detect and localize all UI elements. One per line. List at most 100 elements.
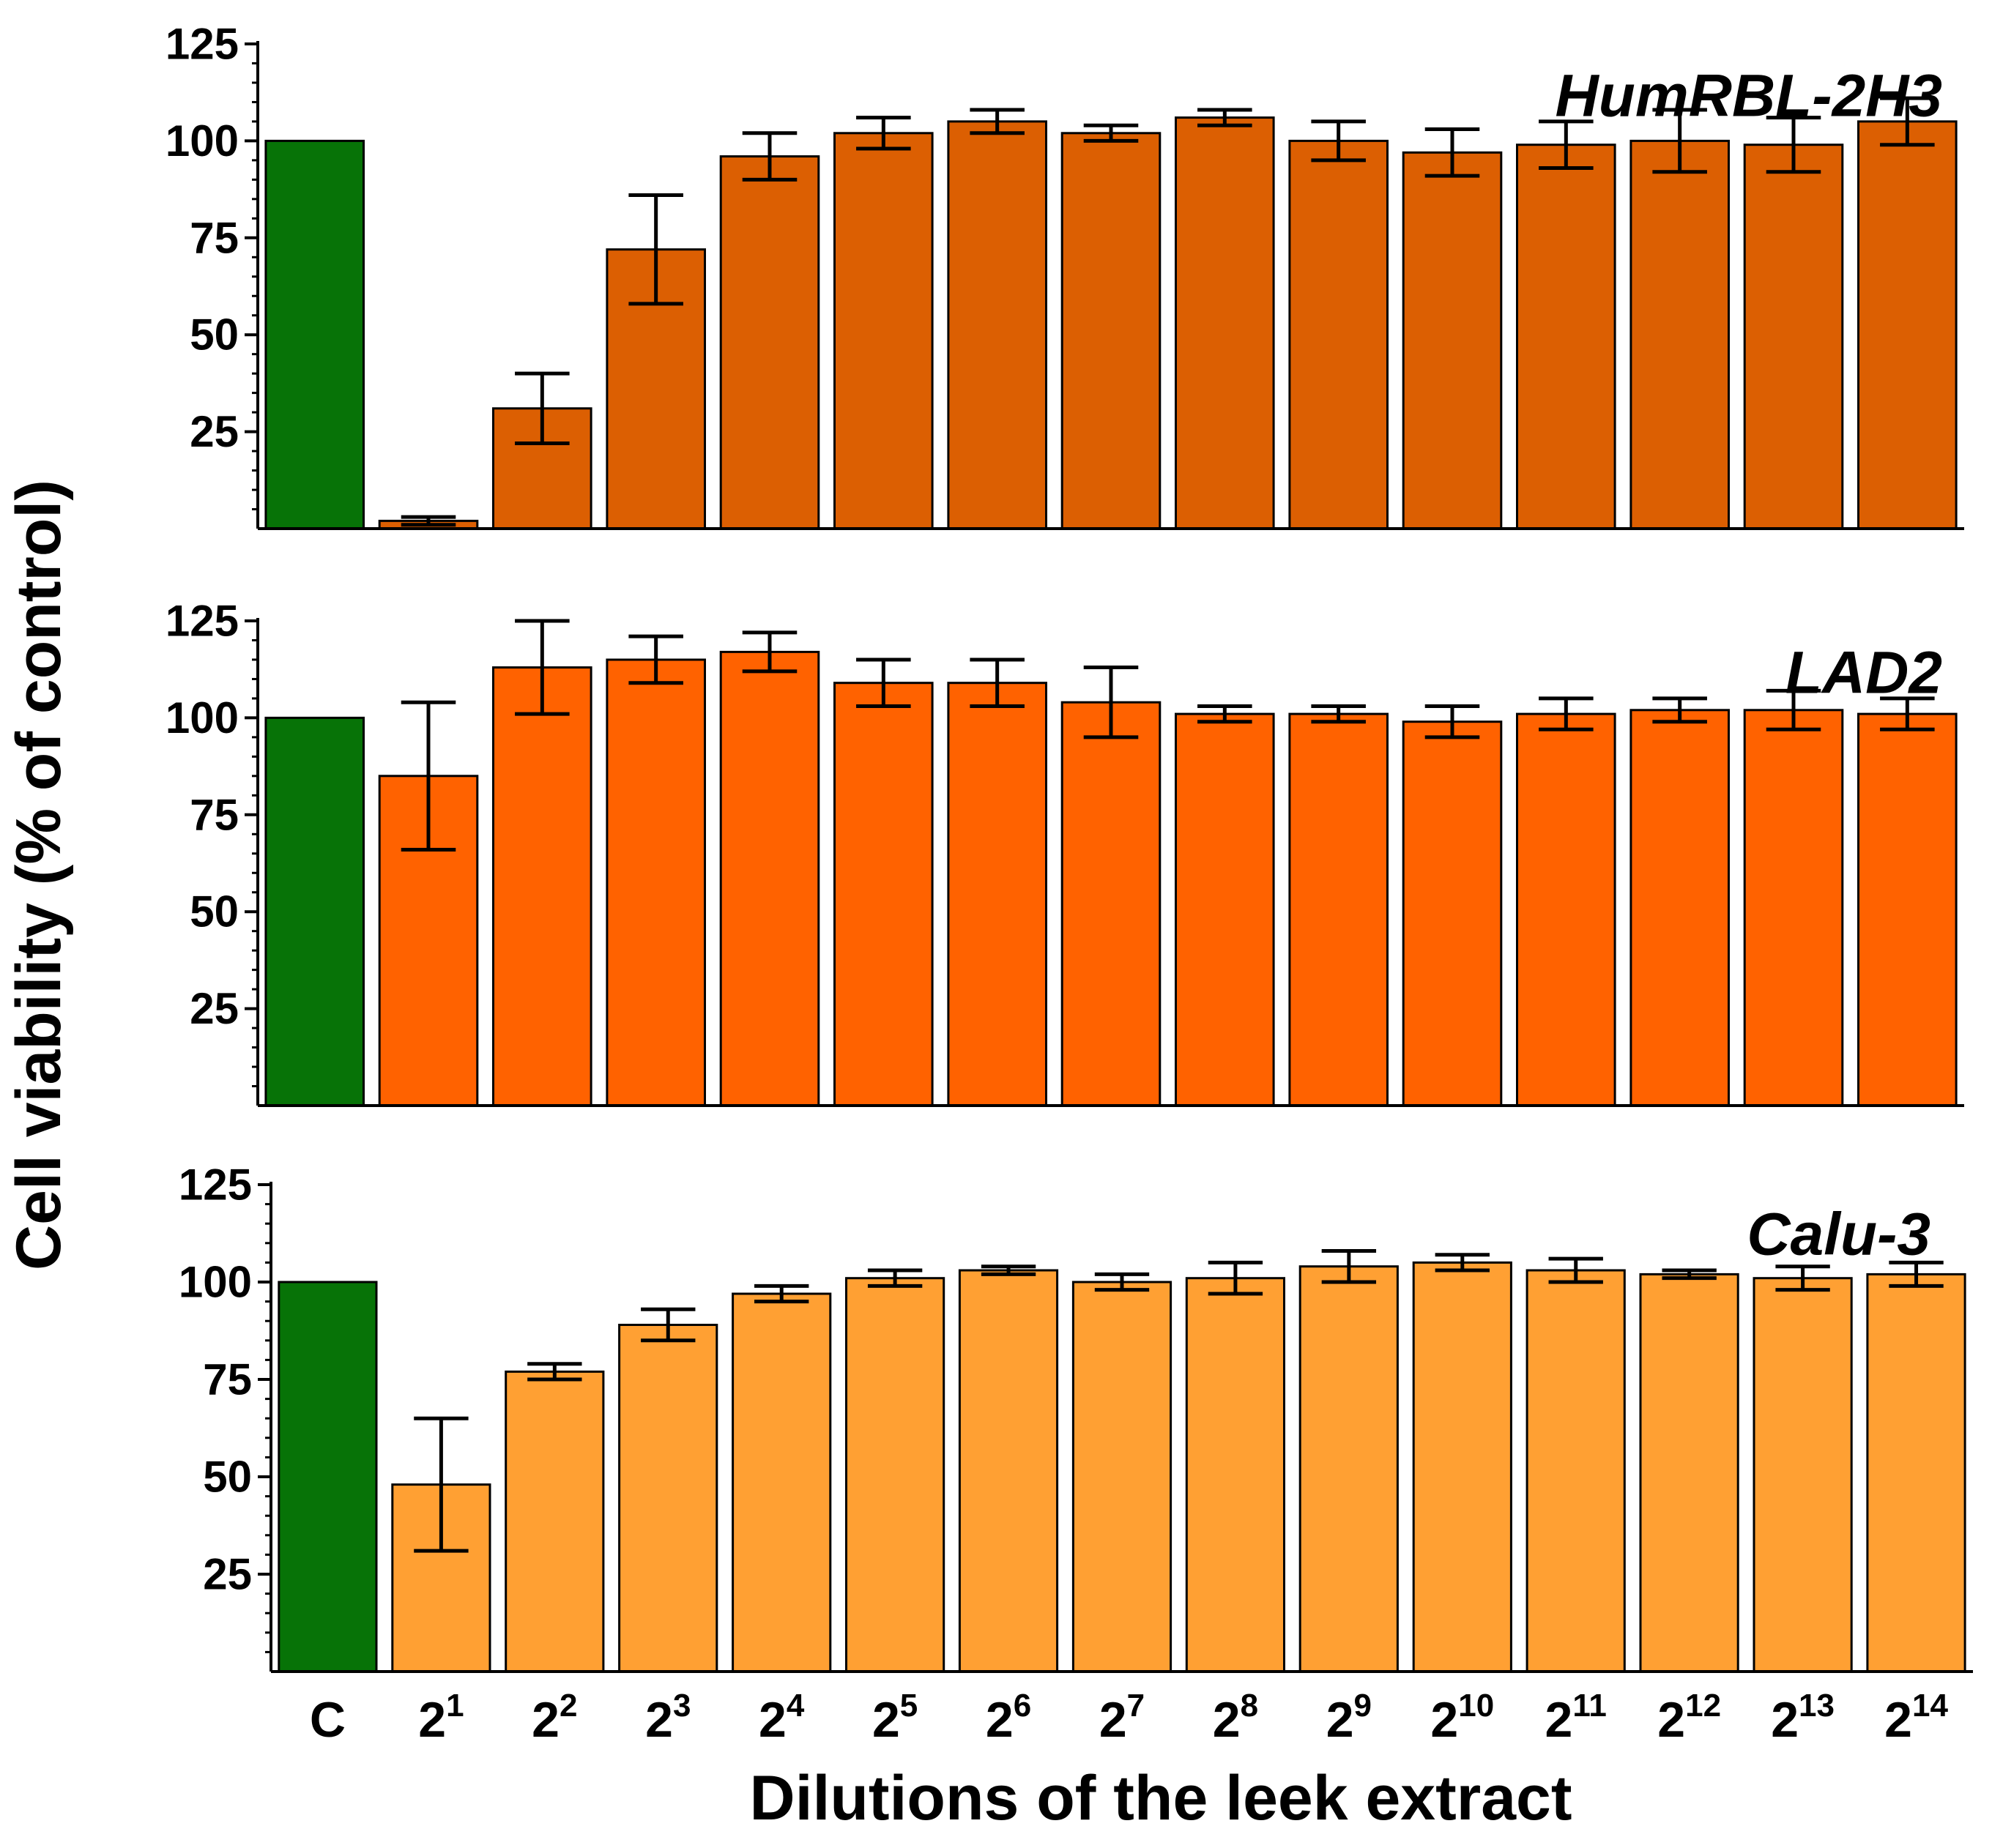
bar: [958, 1269, 1059, 1673]
bar: [618, 1324, 718, 1673]
bar: [1857, 712, 1958, 1107]
y-tick-label: 25: [190, 984, 239, 1033]
x-tick-label: 28: [1213, 1688, 1258, 1748]
error-bar: [1424, 704, 1480, 739]
y-tick-label: 125: [166, 20, 239, 69]
error-bar: [414, 1416, 469, 1553]
error-bar: [628, 193, 683, 306]
error-bar: [1880, 696, 1935, 731]
bar: [719, 650, 820, 1107]
error-bar: [742, 131, 798, 182]
error-bar: [1548, 1256, 1603, 1284]
error-bar: [527, 1362, 582, 1382]
error-bar: [754, 1283, 809, 1304]
bar: [278, 1281, 378, 1673]
error-bar: [742, 630, 798, 674]
x-tick-label: 24: [759, 1688, 805, 1748]
bar: [947, 682, 1048, 1107]
x-tick-label: 211: [1545, 1688, 1607, 1748]
bar: [1629, 709, 1730, 1107]
bar: [1060, 132, 1162, 530]
error-bar: [1766, 116, 1821, 174]
panel-title: HumRBL-2H3: [1556, 62, 1942, 129]
y-tick-label: 50: [190, 310, 239, 359]
bar: [833, 682, 934, 1107]
panel-Calu-3: Calu-3 25 50 75 100 125: [179, 1160, 1973, 1673]
x-category-labels: C 21 22 23 24 25 26 27 28 29 210 211 212 213 214: [310, 1688, 1949, 1748]
bar: [833, 132, 934, 530]
bar: [1629, 139, 1730, 530]
y-tick-label: 75: [203, 1355, 252, 1404]
error-bar: [628, 634, 683, 685]
bar: [732, 1292, 832, 1673]
error-bar: [1197, 704, 1252, 724]
error-bar: [856, 657, 911, 709]
error-bar: [856, 116, 911, 151]
error-bar: [1435, 1253, 1490, 1273]
bar: [1857, 120, 1958, 530]
y-tick-label: 125: [166, 597, 239, 646]
bar: [1298, 1265, 1399, 1673]
y-tick-label: 100: [166, 693, 239, 742]
bar: [1412, 1261, 1512, 1673]
y-tick-label: 125: [179, 1160, 252, 1210]
error-bar: [1311, 119, 1366, 163]
bar: [1288, 139, 1389, 530]
y-tick-label: 100: [179, 1258, 252, 1307]
x-tick-label: 213: [1771, 1688, 1835, 1748]
x-tick-label: 27: [1099, 1688, 1145, 1748]
error-bar: [970, 657, 1025, 709]
y-tick-label: 50: [190, 887, 239, 936]
error-bar: [1083, 123, 1139, 143]
error-bar: [515, 619, 570, 716]
bar: [1743, 709, 1844, 1107]
bar: [1516, 712, 1616, 1107]
x-tick-label: C: [310, 1692, 346, 1748]
error-bar: [641, 1307, 696, 1343]
error-bar: [1094, 1272, 1150, 1292]
y-tick-label: 75: [190, 213, 239, 262]
x-tick-label: 22: [532, 1688, 577, 1748]
bar: [505, 1370, 605, 1673]
bar: [1175, 712, 1275, 1107]
error-bar: [1775, 1264, 1830, 1292]
error-bar: [1208, 1260, 1263, 1296]
panel-title: LAD2: [1785, 639, 1942, 706]
error-bar: [867, 1268, 923, 1288]
error-bar: [1880, 96, 1935, 147]
error-bar: [515, 371, 570, 445]
x-tick-label: 214: [1884, 1688, 1948, 1748]
bar: [1525, 1269, 1626, 1673]
error-bar: [1766, 688, 1821, 731]
bar: [1175, 116, 1275, 530]
error-bar: [401, 515, 456, 527]
chart-panels: HumRBL-2H3255075100125LAD2255075100125Ca…: [166, 20, 1973, 1673]
error-bar: [1424, 127, 1480, 178]
x-axis-title: Dilutions of the leek extract: [749, 1763, 1572, 1833]
x-tick-label: 23: [645, 1688, 691, 1748]
bar: [1402, 720, 1503, 1107]
x-tick-label: 212: [1657, 1688, 1721, 1748]
panel-HumRBL-2H3: HumRBL-2H3 25 50 75 100 125: [166, 20, 1964, 530]
y-tick-label: 25: [203, 1550, 252, 1599]
y-tick-label: 25: [190, 407, 239, 456]
bar: [1060, 701, 1162, 1107]
y-tick-label: 50: [203, 1453, 252, 1502]
bar: [606, 658, 707, 1107]
x-tick-label: 21: [418, 1688, 464, 1748]
error-bar: [1539, 696, 1594, 731]
bar: [719, 155, 820, 530]
y-tick-label: 100: [166, 116, 239, 165]
bar: [264, 716, 365, 1107]
x-tick-label: 210: [1430, 1688, 1494, 1748]
error-bar: [1652, 696, 1707, 724]
bar: [1516, 144, 1616, 530]
error-bar: [970, 108, 1025, 135]
bar: [1753, 1277, 1853, 1673]
error-bar: [1311, 704, 1366, 724]
bar: [1185, 1277, 1286, 1673]
error-bar: [1083, 666, 1139, 739]
bar: [1071, 1281, 1172, 1673]
bar: [1288, 712, 1389, 1107]
